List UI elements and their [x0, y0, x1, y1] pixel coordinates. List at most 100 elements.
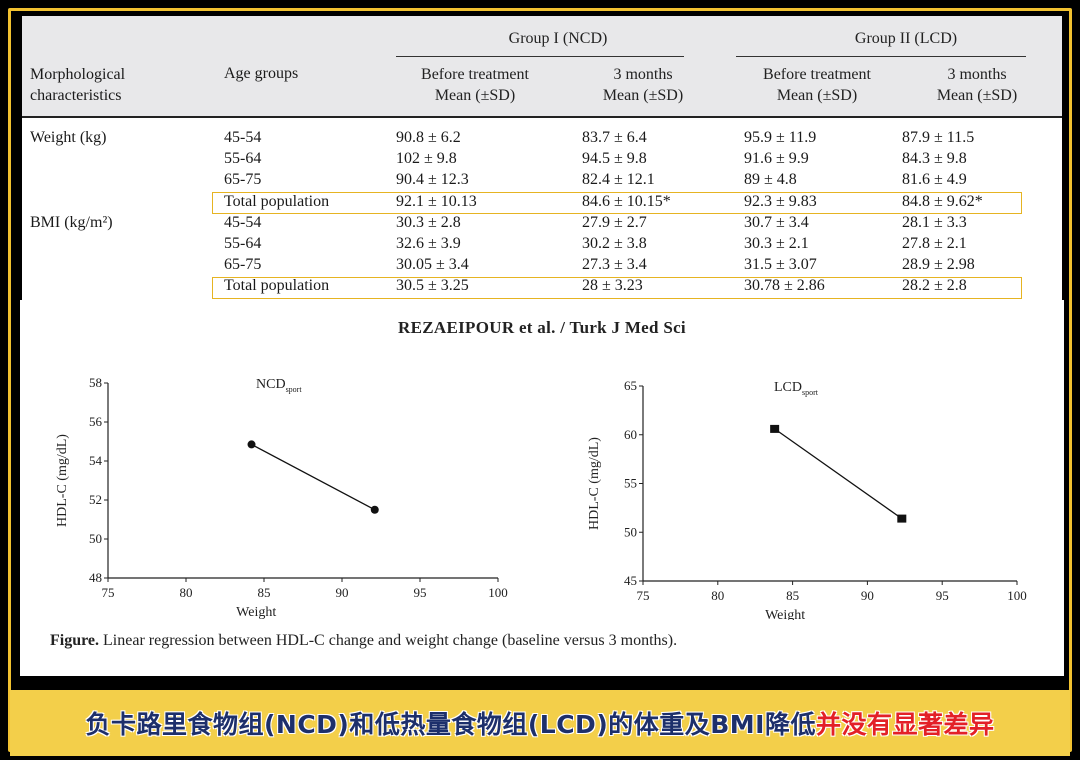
cell-g1-3m: 28 ± 3.23 — [582, 277, 643, 295]
banner-main-text: 负卡路里食物组(NCD)和低热量食物组(LCD)的体重及BMI降低 — [85, 710, 816, 739]
figure-panel: REZAEIPOUR et al. / Turk J Med Sci 75 80 8… — [20, 300, 1064, 676]
chart-title-sub: sport — [286, 385, 303, 394]
cell-g1-before: 30.5 ± 3.25 — [396, 277, 469, 295]
cell-age: 45-54 — [224, 129, 262, 146]
cell-g2-before: 31.5 ± 3.07 — [744, 256, 817, 274]
y-tick-label: 45 — [624, 573, 637, 588]
cell-g1-before: 30.3 ± 2.8 — [396, 213, 461, 231]
cell-g1-before: 92.1 ± 10.13 — [396, 192, 477, 210]
cell-char: BMI (kg/m²) — [30, 213, 113, 231]
caption-text: Linear regression between HDL-C change a… — [99, 632, 678, 649]
header-rule — [22, 116, 1062, 118]
cell-g2-3m: 27.8 ± 2.1 — [902, 235, 967, 252]
data-point — [897, 514, 907, 523]
x-tick-label: 95 — [936, 588, 949, 603]
col-g2-before-label: Before treatment — [763, 66, 871, 83]
chart-title: NCDsport — [256, 377, 302, 394]
cell-g2-before: 95.9 ± 11.9 — [744, 129, 817, 146]
summary-banner: 负卡路里食物组(NCD)和低热量食物组(LCD)的体重及BMI降低 并没有显著差异 — [10, 690, 1070, 756]
data-point — [770, 424, 780, 433]
cell-age: 65-75 — [224, 256, 262, 274]
y-tick-label: 48 — [89, 570, 102, 585]
cell-g2-before: 30.78 ± 2.86 — [744, 277, 825, 295]
col-morphological: Morphological characteristics — [30, 66, 126, 104]
x-tick-label: 85 — [258, 585, 271, 600]
x-tick-label: 90 — [861, 588, 874, 603]
highlight-weight-total — [212, 192, 1022, 214]
y-axis-label: HDL-C (mg/dL) — [587, 437, 602, 530]
x-tick-label: 100 — [1007, 588, 1027, 603]
col-g2-before-mean: Mean (±SD) — [776, 87, 858, 104]
data-point — [370, 505, 379, 514]
results-table: Group I (NCD) Group II (LCD) Morphologic… — [22, 16, 1062, 300]
cell-g2-before: 30.3 ± 2.1 — [744, 235, 809, 252]
cell-age: Total population — [224, 277, 330, 295]
chart-title-sub: sport — [802, 388, 819, 397]
group1-title: Group I (NCD) — [508, 30, 608, 47]
cell-g2-before: 91.6 ± 9.9 — [744, 150, 809, 168]
cell-g2-3m: 84.8 ± 9.62* — [902, 192, 983, 210]
banner-text: 负卡路里食物组(NCD)和低热量食物组(LCD)的体重及BMI降低 并没有显著差异 — [10, 690, 1070, 756]
cell-g1-before: 30.05 ± 3.4 — [396, 256, 469, 274]
cell-g2-3m: 28.1 ± 3.3 — [902, 213, 967, 231]
group2-title: Group II (LCD) — [854, 30, 958, 47]
chart-title-main: NCD — [256, 377, 286, 392]
cell-g1-3m: 84.6 ± 10.15* — [582, 192, 671, 210]
x-tick-label: 80 — [180, 585, 193, 600]
y-tick-label: 56 — [89, 414, 103, 429]
cell-g2-before: 89 ± 4.8 — [744, 171, 797, 189]
col-g1-3m: 3 months Mean (±SD) — [578, 64, 708, 106]
y-axis-label: HDL-C (mg/dL) — [55, 434, 70, 527]
x-axis-label: Weight — [236, 605, 276, 620]
x-axis-label: Weight — [765, 608, 805, 620]
cell-g2-3m: 81.6 ± 4.9 — [902, 171, 967, 189]
col-g1-before: Before treatment Mean (±SD) — [396, 64, 554, 106]
cell-g2-3m: 28.9 ± 2.98 — [902, 256, 975, 274]
cell-g2-before: 92.3 ± 9.83 — [744, 192, 817, 210]
y-tick-label: 52 — [89, 492, 102, 507]
cell-age: 55-64 — [224, 150, 262, 168]
cell-age: 55-64 — [224, 235, 262, 252]
cell-age: Total population — [224, 192, 330, 210]
col-g1-before-label: Before treatment — [421, 66, 529, 83]
cell-age: 65-75 — [224, 171, 262, 189]
col-g2-3m-mean: Mean (±SD) — [936, 87, 1018, 104]
cell-g2-3m: 28.2 ± 2.8 — [902, 277, 967, 295]
col-g2-3m-label: 3 months — [947, 66, 1007, 83]
col-g1-3m-mean: Mean (±SD) — [602, 87, 684, 104]
caption-label: Figure. — [50, 632, 100, 649]
x-tick-label: 95 — [414, 585, 427, 600]
cell-g1-3m: 94.5 ± 9.8 — [582, 150, 647, 168]
x-tick-label: 85 — [786, 588, 799, 603]
cell-g1-3m: 27.3 ± 3.4 — [582, 256, 647, 274]
col-g1-3m-label: 3 months — [613, 66, 673, 83]
y-tick-label: 65 — [624, 378, 637, 393]
x-tick-label: 75 — [637, 588, 650, 603]
highlight-bmi-total — [212, 277, 1022, 299]
cell-g1-3m: 83.7 ± 6.4 — [582, 129, 647, 146]
y-tick-label: 50 — [89, 531, 102, 546]
regression-charts: 75 80 85 90 95 100 48 50 52 54 56 58 Weight HDL-C (mg… — [55, 375, 1027, 620]
chart-title-main: LCD — [774, 380, 802, 395]
journal-header: REZAEIPOUR et al. / Turk J Med Sci — [398, 318, 686, 337]
regression-line — [251, 443, 376, 511]
y-tick-label: 60 — [624, 427, 637, 442]
x-tick-label: 80 — [711, 588, 724, 603]
table-header: Group I (NCD) Group II (LCD) Morphologic… — [22, 16, 1062, 116]
col-g2-3m: 3 months Mean (±SD) — [912, 64, 1042, 106]
banner-emphasis-text: 并没有显著差异 — [815, 710, 995, 739]
y-tick-label: 55 — [624, 476, 637, 491]
x-tick-label: 90 — [336, 585, 349, 600]
cell-g1-before: 90.4 ± 12.3 — [396, 171, 469, 189]
cell-age: 45-54 — [224, 213, 262, 231]
chart-title: LCDsport — [774, 380, 819, 397]
group2-rule — [736, 56, 1026, 57]
regression-line — [774, 428, 903, 520]
cell-char: Weight (kg) — [30, 129, 107, 146]
x-tick-label: 75 — [102, 585, 115, 600]
cell-g1-3m: 27.9 ± 2.7 — [582, 213, 647, 231]
group1-rule — [396, 56, 684, 57]
col-age-groups: Age groups — [224, 65, 299, 82]
col-g2-before: Before treatment Mean (±SD) — [738, 64, 896, 106]
cell-g1-3m: 30.2 ± 3.8 — [582, 235, 647, 252]
